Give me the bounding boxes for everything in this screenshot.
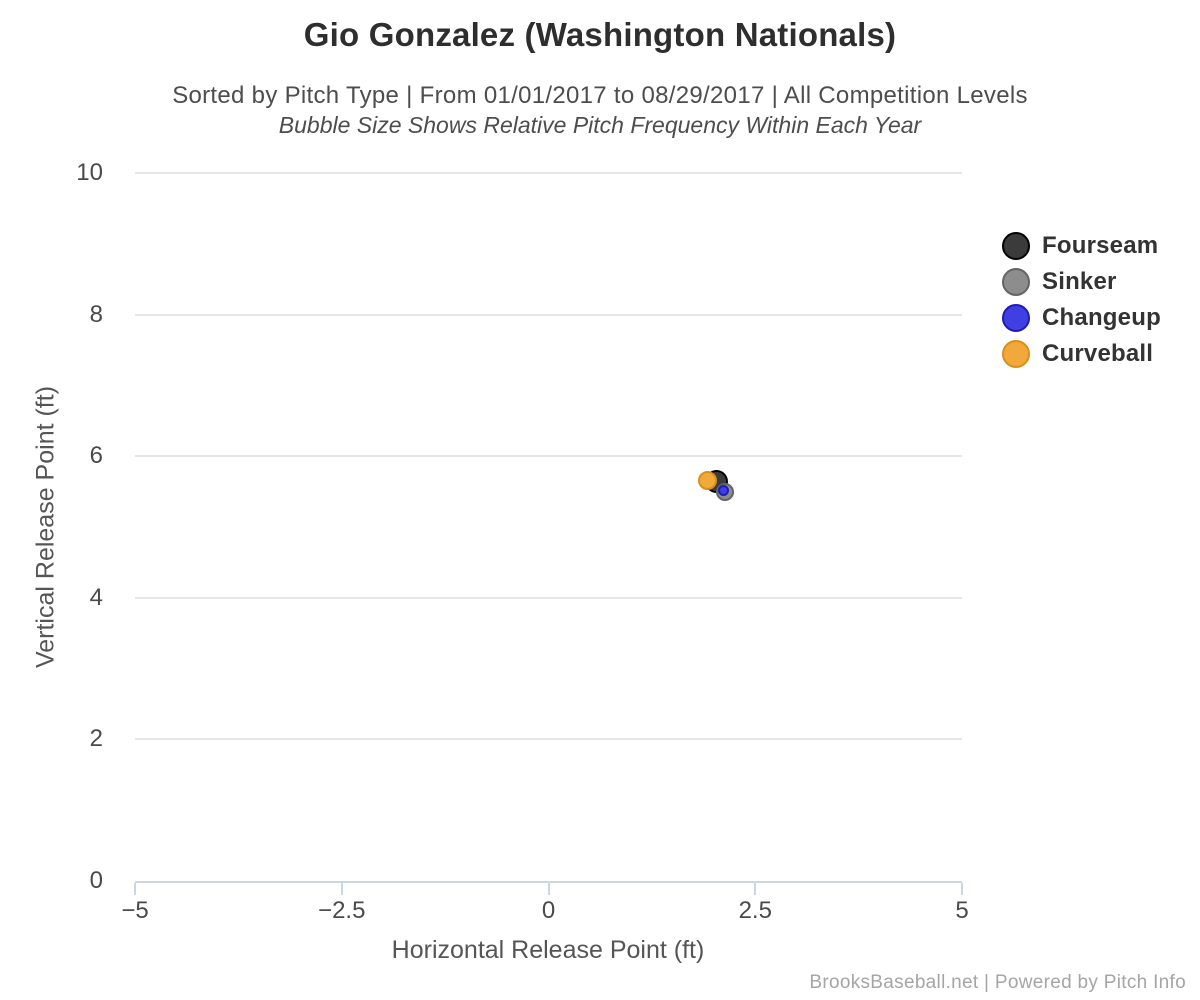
legend-label-changeup: Changeup: [1042, 304, 1161, 331]
legend-marker-curveball-icon: [1002, 340, 1030, 368]
chart-title: Gio Gonzalez (Washington Nationals): [303, 16, 897, 53]
x-tick-label--5: −5: [121, 897, 149, 924]
legend: Fourseam Sinker Changeup Curveball: [1002, 232, 1161, 376]
y-tick-label-8: 8: [89, 300, 103, 328]
x-tick-label-2.5: 2.5: [738, 897, 772, 924]
x-axis-title: Horizontal Release Point (ft): [391, 936, 705, 964]
bubble-curveball: [697, 471, 717, 491]
gridline-y-8: [135, 313, 962, 316]
y-tick-label-2: 2: [89, 725, 103, 753]
legend-item-changeup[interactable]: Changeup: [1002, 304, 1161, 332]
chart-subtitle: Sorted by Pitch Type | From 01/01/2017 t…: [172, 82, 1028, 109]
chart-note: Bubble Size Shows Relative Pitch Frequen…: [278, 112, 922, 138]
y-tick-label-4: 4: [89, 583, 103, 611]
y-tick-label-0: 0: [89, 867, 103, 894]
x-tick-mark-0: [547, 883, 550, 895]
legend-marker-fourseam-icon: [1002, 232, 1030, 260]
x-tick-label--2.5: −2.5: [318, 897, 366, 924]
bubble-changeup: [718, 485, 730, 497]
x-tick-label-0: 0: [541, 897, 556, 924]
legend-marker-sinker-icon: [1002, 268, 1030, 296]
legend-marker-changeup-icon: [1002, 304, 1030, 332]
y-tick-label-6: 6: [89, 442, 103, 470]
x-tick-mark--5: [134, 883, 136, 895]
y-axis-title: Vertical Release Point (ft): [31, 385, 60, 669]
x-tick-mark-2.5: [754, 883, 757, 895]
x-tick-label-5: 5: [955, 897, 969, 924]
gridline-y-10: [135, 172, 962, 174]
gridline-y-2: [135, 738, 962, 741]
legend-item-fourseam[interactable]: Fourseam: [1002, 232, 1161, 260]
gridline-y-6: [135, 455, 962, 458]
legend-label-fourseam: Fourseam: [1042, 232, 1159, 259]
plot-area: [135, 172, 962, 883]
x-tick-mark--2.5: [340, 883, 343, 895]
legend-label-sinker: Sinker: [1042, 268, 1117, 295]
x-tick-mark-5: [961, 883, 963, 895]
legend-item-sinker[interactable]: Sinker: [1002, 268, 1161, 296]
y-tick-label-10: 10: [76, 159, 103, 186]
legend-item-curveball[interactable]: Curveball: [1002, 340, 1161, 368]
footer-credit: BrooksBaseball.net | Powered by Pitch In…: [809, 972, 1186, 993]
legend-label-curveball: Curveball: [1042, 340, 1154, 367]
gridline-y-4: [135, 596, 962, 599]
